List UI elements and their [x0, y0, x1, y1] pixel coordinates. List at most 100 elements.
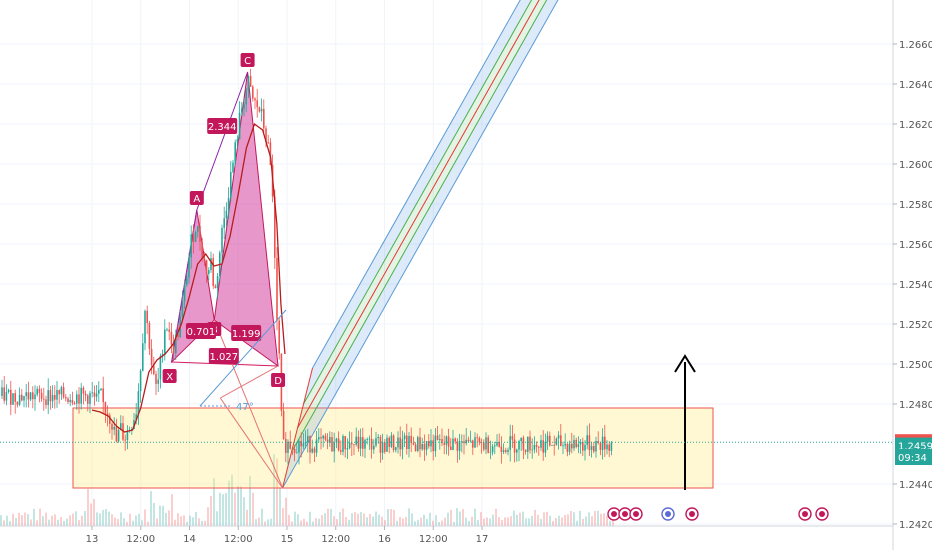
candle-body [131, 428, 133, 431]
candle-body [502, 450, 505, 452]
candle-body [29, 392, 32, 400]
candle-body [236, 139, 239, 143]
volume-bar [477, 519, 479, 526]
point-label-x: X [166, 372, 173, 383]
point-label-box [162, 369, 177, 383]
candle-body [590, 446, 593, 451]
volume-bar [510, 516, 512, 526]
volume-bar [156, 518, 158, 526]
candle-body [518, 441, 520, 450]
volume-bar [447, 512, 449, 526]
candle-body [274, 196, 276, 258]
candle-body [538, 446, 540, 448]
candle-body [3, 387, 5, 401]
volume-bar [39, 508, 41, 526]
candle-body [104, 402, 107, 414]
candle-body [216, 276, 219, 289]
volume-bar [93, 498, 95, 526]
x-tick-label: 14 [183, 534, 196, 545]
candle-body [12, 393, 14, 405]
volume-bar [324, 513, 326, 526]
volume-bar [81, 515, 83, 526]
event-icon-dot [665, 511, 671, 517]
candle-body [423, 444, 426, 450]
candle-body [392, 435, 395, 451]
x-tick-label: 12:00 [321, 534, 350, 545]
volume-bar [609, 520, 611, 526]
candle-body [76, 394, 78, 404]
candle-body [137, 391, 140, 415]
candle-body [124, 439, 126, 441]
ratio-box [231, 325, 262, 341]
candle-body [186, 277, 188, 285]
volume-bar [393, 509, 395, 526]
volume-bar [606, 515, 608, 526]
moving-average [91, 122, 286, 433]
candle-body [447, 436, 450, 447]
price-badge-label: 09:34 [898, 453, 927, 464]
volume-bar [612, 518, 614, 526]
volume-bar [441, 520, 443, 526]
volume-bar [183, 515, 185, 526]
volume-bar [567, 514, 569, 526]
candle-body [535, 444, 538, 447]
volume-bar [186, 521, 188, 526]
candle-body [153, 365, 155, 375]
candle-body [117, 430, 120, 442]
volume-bar [444, 517, 446, 526]
volume-bar [120, 512, 122, 526]
candle-body [549, 435, 551, 446]
point-label-d: D [274, 376, 282, 387]
candle-body [190, 234, 192, 258]
volume-bar [72, 513, 74, 526]
volume-bar [543, 512, 545, 526]
volume-bar [303, 518, 305, 526]
y-tick-label: 1.24400 [899, 480, 932, 491]
volume-bar [333, 516, 335, 526]
candle-body [40, 392, 43, 399]
volume-bar [420, 517, 422, 526]
candle-body [245, 90, 247, 105]
candle-body [403, 435, 406, 440]
candle-body [340, 450, 342, 452]
candle-body [522, 437, 525, 450]
volume-bar [114, 517, 116, 526]
y-tick-label: 1.26200 [899, 120, 932, 131]
candle-body [199, 226, 201, 242]
candle-body [100, 388, 102, 390]
volume-bar [255, 519, 257, 526]
candle-body [401, 439, 404, 450]
volume-bar [375, 511, 377, 526]
candle-body [287, 441, 289, 453]
volume-bar [558, 515, 560, 526]
volume-bar [45, 512, 47, 526]
candle-body [201, 241, 203, 259]
candle-body [25, 392, 27, 397]
volume-bar [171, 494, 173, 526]
volume-bar [192, 517, 194, 526]
candle-body [318, 437, 320, 440]
volume-bar [141, 520, 143, 526]
angle-label: 47° [236, 402, 254, 413]
volume-bar [282, 508, 284, 526]
volume-bar [201, 520, 203, 526]
candle-body [571, 443, 573, 449]
volume-bar [318, 518, 320, 526]
candle-body [425, 441, 428, 450]
candle-body [32, 392, 34, 400]
point-label-a: A [193, 194, 200, 205]
volume-bar [252, 492, 254, 526]
candle-body [379, 436, 382, 453]
volume-bar [288, 514, 290, 526]
volume-bar [111, 514, 113, 526]
x-tick-label: 13 [86, 534, 99, 545]
volume-bar [135, 515, 137, 526]
candle-body [450, 446, 452, 450]
candle-body [395, 447, 397, 451]
volume-bar [60, 517, 62, 526]
candle-body [282, 410, 285, 439]
candle-body [337, 438, 340, 451]
candle-body [513, 439, 516, 453]
